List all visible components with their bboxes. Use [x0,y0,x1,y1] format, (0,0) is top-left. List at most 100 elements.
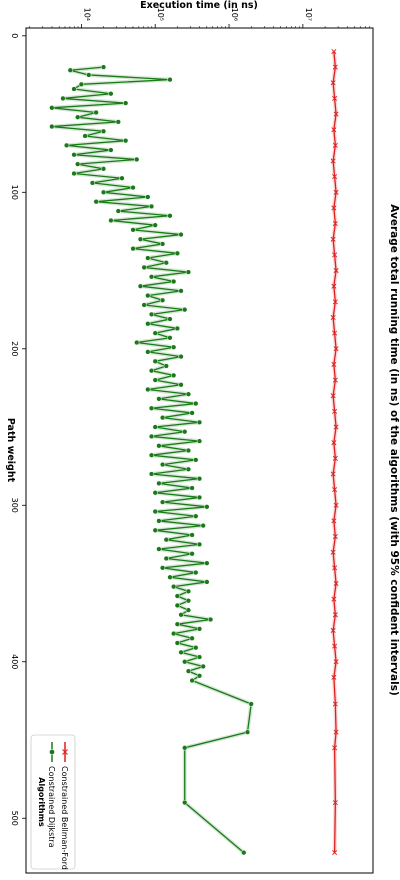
data-point-bellman-ford [333,659,339,665]
data-point-bellman-ford [332,95,338,101]
data-point-bellman-ford [332,408,338,414]
data-point-dijkstra [196,673,203,679]
data-point-bellman-ford [332,565,338,571]
data-point-dijkstra [185,668,192,674]
data-point-dijkstra [167,76,173,83]
x-axis-label: Path weight [5,418,16,483]
data-point-bellman-ford [331,48,337,54]
data-point-dijkstra [196,541,203,548]
data-point-dijkstra [123,100,129,106]
data-point-dijkstra [189,635,195,641]
data-point-dijkstra [174,621,181,627]
data-point-dijkstra [178,382,184,388]
data-point-dijkstra [141,302,147,308]
data-point-dijkstra [130,227,136,233]
legend-bellman-marker [62,749,68,755]
data-point-bellman-ford [331,518,337,524]
data-point-dijkstra [93,199,99,205]
legend-dijkstra-marker [49,749,55,755]
data-point-dijkstra [167,316,173,322]
data-point-dijkstra [148,274,155,280]
data-point-dijkstra [204,579,210,585]
data-point-dijkstra [100,189,107,195]
data-point-bellman-ford [333,580,339,587]
data-point-dijkstra [204,504,210,510]
data-point-dijkstra [145,194,151,200]
data-point-dijkstra [152,508,158,515]
data-point-dijkstra [189,551,195,557]
data-point-dijkstra [163,260,169,266]
data-point-dijkstra [174,593,181,599]
chart-title: Average total running time (in ns) of th… [388,204,400,696]
data-point-dijkstra [156,546,162,552]
data-point-bellman-ford [332,377,338,383]
data-point-dijkstra [163,555,169,562]
data-point-dijkstra [148,452,155,458]
data-point-bellman-ford [332,142,338,148]
data-point-dijkstra [189,410,195,416]
data-point-dijkstra [141,264,147,271]
data-point-dijkstra [148,471,155,477]
data-point-dijkstra [182,799,188,806]
data-point-bellman-ford [330,471,336,477]
data-point-bellman-ford [332,534,338,540]
data-point-bellman-ford [333,502,339,508]
y-tick-label-1: 10⁵ [156,8,165,21]
data-point-dijkstra [100,166,107,172]
data-point-dijkstra [145,292,151,299]
data-point-dijkstra [60,95,66,102]
data-point-dijkstra [185,607,192,613]
data-point-bellman-ford [330,549,336,555]
data-point-dijkstra [248,701,254,707]
data-point-dijkstra [174,602,181,609]
data-point-dijkstra [185,269,192,275]
data-point-bellman-ford [331,596,337,602]
x-tick-label-2: 200 [10,341,19,356]
data-point-dijkstra [148,311,155,318]
data-point-bellman-ford [331,440,337,446]
data-point-dijkstra [167,213,173,219]
y-tick-label-3: 10⁷ [304,8,313,21]
data-point-bellman-ford [332,174,338,180]
data-point-dijkstra [241,850,247,856]
data-point-dijkstra [159,414,166,421]
data-point-dijkstra [108,147,114,153]
plot-area [25,27,374,874]
data-point-dijkstra [178,612,184,618]
data-point-dijkstra [152,358,158,364]
data-point-bellman-ford [333,189,339,195]
data-point-bellman-ford [332,487,338,493]
data-point-bellman-ford [332,800,338,806]
data-point-dijkstra [189,677,195,684]
data-point-bellman-ford [330,627,336,633]
legend: Algorithms Constrained Dijkstra Constrai… [30,734,76,870]
data-point-dijkstra [163,363,169,369]
data-point-dijkstra [185,466,192,472]
data-point-dijkstra [200,522,206,529]
data-point-dijkstra [189,532,195,538]
data-point-dijkstra [159,241,166,247]
data-point-bellman-ford [330,314,336,321]
data-point-dijkstra [67,67,73,73]
data-point-dijkstra [89,180,96,186]
data-point-dijkstra [178,353,184,360]
data-point-dijkstra [200,663,206,670]
data-point-bellman-ford [331,361,337,367]
x-tick-label-0: 0 [10,33,19,38]
data-point-bellman-ford [332,850,338,856]
y-axis-label: Execution time (in ns) [140,0,258,11]
data-point-dijkstra [148,433,155,440]
data-point-dijkstra [152,490,158,496]
data-point-dijkstra [137,236,144,242]
data-point-dijkstra [193,400,199,407]
data-point-dijkstra [100,128,107,134]
data-point-dijkstra [119,175,125,181]
data-point-bellman-ford [330,393,336,399]
data-point-bellman-ford [331,205,337,211]
data-point-dijkstra [108,217,114,224]
data-point-dijkstra [171,630,177,637]
data-point-dijkstra [196,654,203,660]
legend-dijkstra-label: Constrained Dijkstra [47,766,56,848]
data-point-dijkstra [174,325,181,332]
data-point-dijkstra [152,527,158,533]
